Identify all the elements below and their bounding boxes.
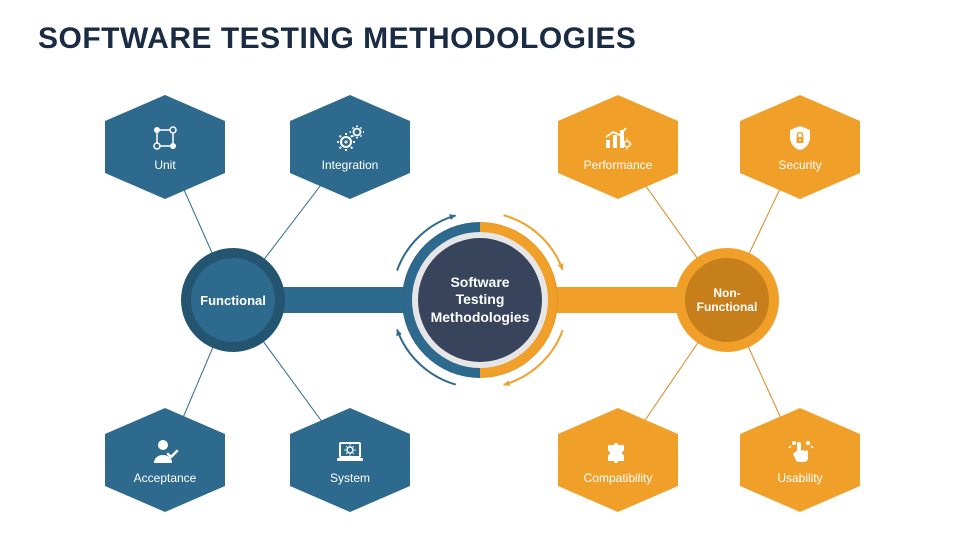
shield-lock-icon: [786, 121, 814, 155]
puzzle-icon: [604, 434, 632, 468]
nonfunctional-circle: Non- Functional: [685, 258, 769, 342]
center-label: Software Testing Methodologies: [431, 274, 530, 327]
hex-label-unit: Unit: [154, 159, 175, 172]
hex-label-system: System: [330, 472, 370, 485]
diagram-stage: Software Testing Methodologies Functiona…: [0, 0, 960, 540]
hex-label-compatibility: Compatibility: [584, 472, 653, 485]
tap-icon: [786, 434, 814, 468]
center-circle: Software Testing Methodologies: [418, 238, 542, 362]
hex-label-security: Security: [778, 159, 821, 172]
person-check-icon: [151, 434, 179, 468]
chart-gear-icon: [604, 121, 632, 155]
hex-label-acceptance: Acceptance: [134, 472, 197, 485]
nonfunctional-label: Non- Functional: [697, 286, 758, 315]
gears-icon: [336, 121, 364, 155]
laptop-gear-icon: [336, 434, 364, 468]
hex-label-usability: Usability: [777, 472, 822, 485]
hex-label-integration: Integration: [322, 159, 379, 172]
hex-label-performance: Performance: [584, 159, 653, 172]
functional-label: Functional: [200, 293, 266, 308]
functional-circle: Functional: [191, 258, 275, 342]
nodes-icon: [151, 121, 179, 155]
